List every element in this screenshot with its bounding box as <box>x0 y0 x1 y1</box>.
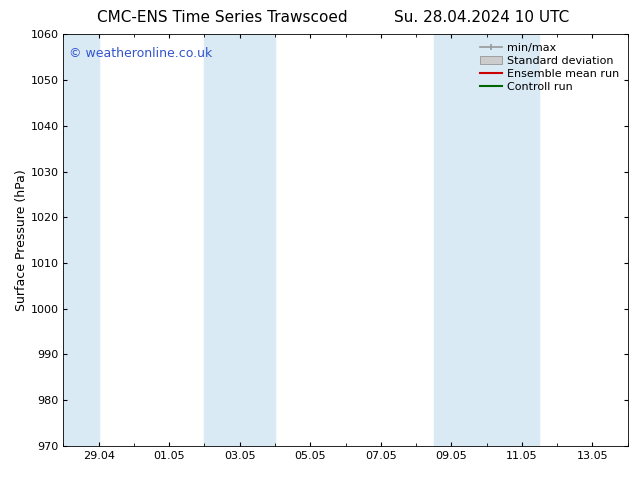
Text: © weatheronline.co.uk: © weatheronline.co.uk <box>69 47 212 60</box>
Bar <box>204 34 275 446</box>
Bar <box>46 34 99 446</box>
Text: Su. 28.04.2024 10 UTC: Su. 28.04.2024 10 UTC <box>394 10 569 25</box>
Bar <box>434 34 540 446</box>
Legend: min/max, Standard deviation, Ensemble mean run, Controll run: min/max, Standard deviation, Ensemble me… <box>477 40 622 95</box>
Text: CMC-ENS Time Series Trawscoed: CMC-ENS Time Series Trawscoed <box>96 10 347 25</box>
Y-axis label: Surface Pressure (hPa): Surface Pressure (hPa) <box>15 169 28 311</box>
